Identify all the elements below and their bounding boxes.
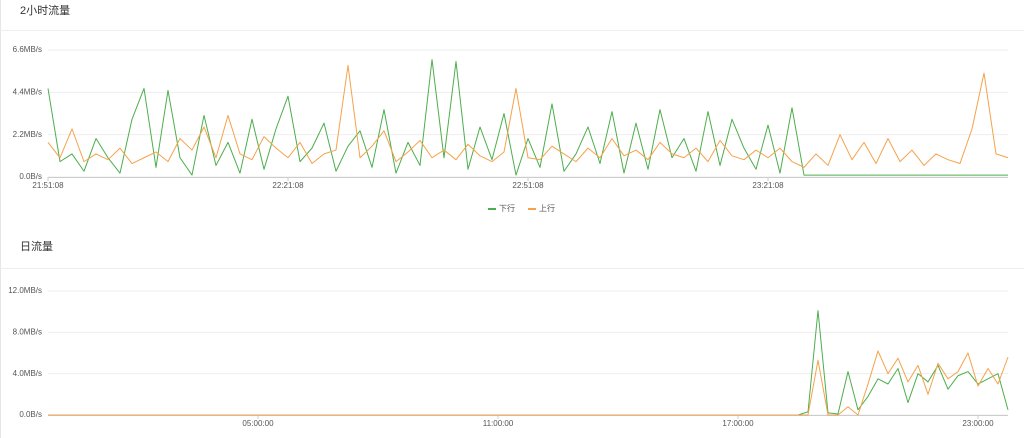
- line-series: [48, 350, 1009, 416]
- x-tick-label: 11:00:00: [483, 419, 514, 428]
- y-tick-label: 0.0B/s: [19, 410, 42, 419]
- line-series: [47, 64, 1009, 168]
- y-tick-label: 4.4MB/s: [13, 87, 42, 96]
- x-tick-label: 23:21:08: [752, 181, 784, 190]
- line-series: [47, 59, 1008, 176]
- x-tick-label: 22:51:08: [512, 181, 544, 190]
- y-tick-label: 8.0MB/s: [13, 327, 42, 336]
- y-tick-label: 0.0B/s: [19, 172, 42, 181]
- x-tick-label: 23:00:00: [962, 419, 994, 428]
- y-tick-label: 12.0MB/s: [8, 286, 42, 295]
- panel-title: 日流量: [20, 239, 53, 253]
- panel-title: 2小时流量: [20, 3, 70, 17]
- line-series: [48, 310, 1009, 416]
- y-tick-label: 4.0MB/s: [13, 369, 42, 378]
- x-tick-label: 22:21:08: [272, 181, 304, 190]
- x-tick-label: 21:51:08: [32, 181, 64, 190]
- y-tick-label: 6.6MB/s: [13, 45, 42, 54]
- legend-label: 下行: [499, 203, 515, 213]
- y-tick-label: 2.2MB/s: [13, 130, 42, 139]
- legend-label: 上行: [539, 203, 555, 213]
- x-tick-label: 05:00:00: [242, 419, 274, 428]
- x-tick-label: 17:00:00: [722, 419, 754, 428]
